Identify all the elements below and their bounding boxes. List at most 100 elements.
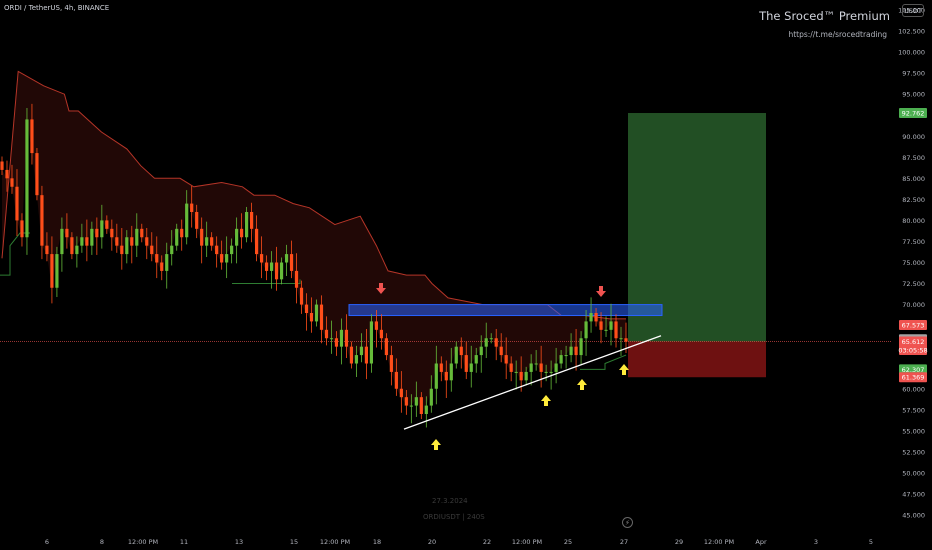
candle-body	[155, 254, 159, 263]
candle-body	[439, 363, 443, 372]
candle-body	[50, 254, 54, 288]
candle-body	[80, 237, 84, 246]
candle-body	[379, 329, 383, 339]
brand-link[interactable]: https://t.me/srocedtrading	[788, 30, 887, 39]
candle-body	[180, 228, 184, 238]
price-label-text: 62.307	[902, 366, 925, 374]
candle-body	[464, 355, 468, 372]
candle-body	[369, 321, 374, 364]
candle-body	[329, 338, 334, 340]
candle-body	[599, 321, 603, 330]
x-tick-label: 5	[869, 538, 873, 546]
zones-layer	[0, 70, 892, 415]
symbol-title: ORDI / TetherUS, 4h, BINANCE	[4, 4, 110, 12]
x-tick-label: 3	[814, 538, 818, 546]
annotations-layer	[376, 283, 662, 450]
candle-body	[564, 355, 568, 357]
candle-body	[135, 228, 139, 246]
candle-body	[90, 228, 94, 246]
y-tick-label: 87.500	[902, 154, 925, 162]
candle-body	[364, 346, 369, 364]
y-tick-label: 100.000	[898, 49, 925, 57]
candle-body	[489, 338, 493, 340]
x-tick-label: 25	[564, 538, 572, 546]
currency-button[interactable]: USDT	[902, 4, 924, 17]
price-label-box	[899, 336, 927, 347]
candle-body	[534, 363, 538, 365]
candle-body	[10, 178, 14, 187]
price-label-box	[899, 372, 927, 383]
candle-body	[504, 355, 508, 364]
candle-body	[319, 304, 324, 330]
support-line-mid	[232, 279, 301, 285]
price-label-text: 65.612	[902, 338, 925, 346]
candle-body	[544, 371, 548, 373]
candle-body	[245, 212, 249, 238]
candle-body	[250, 212, 254, 229]
candle-body	[145, 237, 149, 246]
down-arrow	[596, 286, 606, 297]
candle-body	[404, 397, 408, 406]
candle-body	[394, 371, 398, 389]
candle-body	[269, 262, 274, 271]
trendline	[403, 335, 662, 430]
candle-body	[15, 186, 19, 221]
candle-body	[619, 338, 623, 340]
x-tick-label: 12:00 PM	[704, 538, 734, 546]
y-tick-label: 97.500	[902, 70, 925, 78]
candle-body	[284, 254, 289, 263]
candle-body	[339, 329, 344, 347]
candle-body	[604, 329, 608, 331]
price-label-box	[899, 364, 927, 375]
up-arrow	[431, 439, 441, 450]
x-tick-label: 15	[290, 538, 298, 546]
candle-body	[309, 313, 314, 322]
candle-body	[40, 195, 44, 246]
candle-body	[479, 346, 483, 356]
candle-body	[115, 237, 119, 246]
candle-body	[399, 388, 403, 398]
candle-body	[414, 397, 418, 406]
candle-body	[220, 254, 224, 263]
up-arrow	[541, 395, 551, 406]
candles-layer	[0, 103, 628, 428]
candle-body	[434, 363, 438, 389]
candle-body	[85, 237, 89, 246]
y-tick-label: 90.000	[902, 133, 925, 141]
candle-body	[205, 237, 209, 246]
candle-body	[65, 228, 69, 238]
y-tick-label: 50.000	[902, 469, 925, 477]
candle-body	[125, 237, 129, 255]
y-tick-label: 102.500	[898, 28, 925, 36]
lightning-icon[interactable]: ⚡	[622, 517, 633, 528]
candle-body	[100, 220, 104, 238]
candle-body	[549, 371, 553, 373]
candle-body	[264, 262, 269, 271]
candle-body	[190, 203, 194, 212]
candle-body	[60, 228, 64, 255]
candle-body	[45, 245, 49, 255]
price-label-text: 67.573	[902, 322, 925, 330]
candle-body	[225, 254, 229, 263]
candle-body	[554, 363, 558, 372]
candle-body	[494, 338, 498, 347]
y-tick-label: 45.000	[902, 512, 925, 520]
candle-body	[334, 338, 339, 347]
resistance-zone	[348, 304, 663, 317]
candle-body	[215, 245, 219, 255]
candle-body	[389, 355, 393, 372]
y-tick-label: 75.000	[902, 259, 925, 267]
x-tick-label: 18	[373, 538, 381, 546]
y-tick-label: 105.000	[898, 7, 925, 15]
candle-body	[20, 220, 24, 238]
candle-body	[170, 245, 174, 255]
up-arrow	[577, 379, 587, 390]
y-tick-label: 85.000	[902, 175, 925, 183]
brand-title: The Sroced™ Premium	[759, 9, 890, 23]
stop-fill	[2, 71, 626, 415]
x-tick-label: 12:00 PM	[320, 538, 350, 546]
y-tick-label: 47.500	[902, 490, 925, 498]
candle-body	[140, 228, 144, 238]
candle-body	[5, 169, 9, 179]
candle-body	[130, 237, 134, 246]
